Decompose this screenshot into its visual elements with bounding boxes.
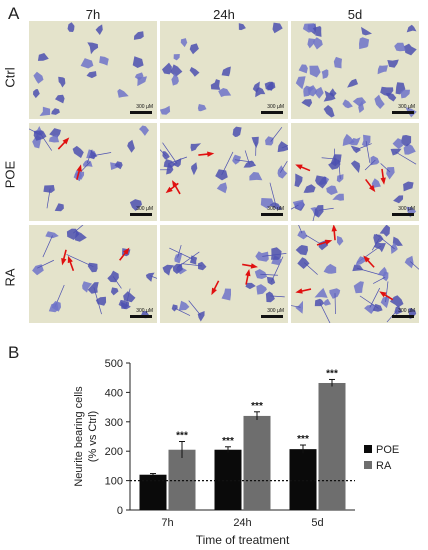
neurite-arrow <box>119 247 130 261</box>
scale-bar <box>392 213 414 216</box>
legend-swatch-poe <box>364 445 372 453</box>
y-tick-label: 300 <box>105 417 123 429</box>
significance-label: *** <box>326 368 338 379</box>
neurite-arrow <box>76 164 82 180</box>
row-header-ra: RA <box>2 268 18 287</box>
x-tick-label: 7h <box>161 517 173 529</box>
neurite-arrow <box>211 280 220 296</box>
y-axis-label-line1: Neurite bearing cells <box>73 386 85 487</box>
y-tick-label: 400 <box>105 387 123 399</box>
neurite-arrow <box>165 182 179 194</box>
x-tick-label: 5d <box>311 517 323 529</box>
legend-label-ra: RA <box>376 460 392 472</box>
bar-chart: B 0 100 200 300 400 500 Neurite bearing cells (%… <box>8 343 399 547</box>
y-tick-label: 100 <box>105 476 123 488</box>
column-header-24h: 24h <box>213 7 235 22</box>
scale-bar-label: 300 µM <box>398 206 415 212</box>
neurite-arrow <box>379 291 394 301</box>
scale-bar <box>261 213 283 216</box>
neurite-arrow <box>295 288 312 294</box>
neurite-arrow <box>198 151 215 157</box>
panel-b-letter: B <box>8 343 19 362</box>
y-axis-label-line2: (% vs Ctrl) <box>87 411 99 462</box>
micrograph-ctrl-24h: 300 µM <box>160 21 288 119</box>
neurite-arrow <box>242 263 258 269</box>
significance-label: *** <box>297 434 309 445</box>
neurite-arrow <box>295 164 311 172</box>
y-tick-label: 500 <box>105 358 123 370</box>
bar-ra-24h <box>243 415 271 510</box>
y-tick-label: 0 <box>117 505 123 517</box>
neurite-arrow <box>67 255 75 272</box>
column-header-7h: 7h <box>85 7 101 22</box>
y-tick-label: 200 <box>105 446 123 458</box>
x-axis-label: Time of treatment <box>196 533 290 547</box>
column-header-5d: 5d <box>347 7 363 22</box>
bar-ra-5d <box>318 382 346 510</box>
scale-bar <box>261 111 283 114</box>
scale-bar <box>130 111 152 114</box>
significance-label: *** <box>176 430 188 441</box>
scale-bar <box>130 213 152 216</box>
micrograph-poe-5d: 300 µM <box>291 123 419 221</box>
row-header-ctrl: Ctrl <box>2 67 18 88</box>
bar-poe-24h <box>214 449 242 510</box>
legend-label-poe: POE <box>376 444 399 456</box>
row-header-poe: POE <box>2 160 18 189</box>
scale-bar-label: 300 µM <box>267 206 284 212</box>
scale-bar-label: 300 µM <box>398 104 415 110</box>
significance-label: *** <box>251 401 263 412</box>
bar-ra-7h <box>168 449 196 510</box>
micrograph-ra-7h: 300 µM <box>29 225 157 323</box>
neurite-arrow <box>57 137 70 150</box>
scale-bar <box>261 315 283 318</box>
scale-bar <box>392 111 414 114</box>
scale-bar-label: 300 µM <box>398 308 415 314</box>
x-tick-label: 24h <box>233 517 251 529</box>
neurite-arrow <box>380 168 386 185</box>
micrograph-poe-24h: 300 µM <box>160 123 288 221</box>
neurite-arrow <box>61 249 67 266</box>
scale-bar <box>392 315 414 318</box>
neurite-arrow <box>245 268 251 285</box>
micrograph-ctrl-5d: 300 µM <box>291 21 419 119</box>
scale-bar-label: 300 µM <box>267 308 284 314</box>
panel-a-letter: A <box>8 4 20 23</box>
bar-poe-5d <box>289 449 317 510</box>
scale-bar-label: 300 µM <box>267 104 284 110</box>
neurite-arrow <box>331 225 337 241</box>
micrograph-ra-5d: 300 µM <box>291 225 419 323</box>
micrograph-ctrl-7h: 300 µM <box>29 21 157 119</box>
scale-bar-label: 300 µM <box>136 206 153 212</box>
micrograph-ra-24h: 300 µM <box>160 225 288 323</box>
scale-bar-label: 300 µM <box>136 104 153 110</box>
neurite-arrow <box>363 255 375 268</box>
legend-swatch-ra <box>364 461 372 469</box>
neurite-arrow <box>365 178 376 193</box>
scale-bar <box>130 315 152 318</box>
significance-label: *** <box>222 436 234 447</box>
micrograph-poe-7h: 300 µM <box>29 123 157 221</box>
neurite-arrow <box>316 239 333 246</box>
scale-bar-label: 300 µM <box>136 308 153 314</box>
